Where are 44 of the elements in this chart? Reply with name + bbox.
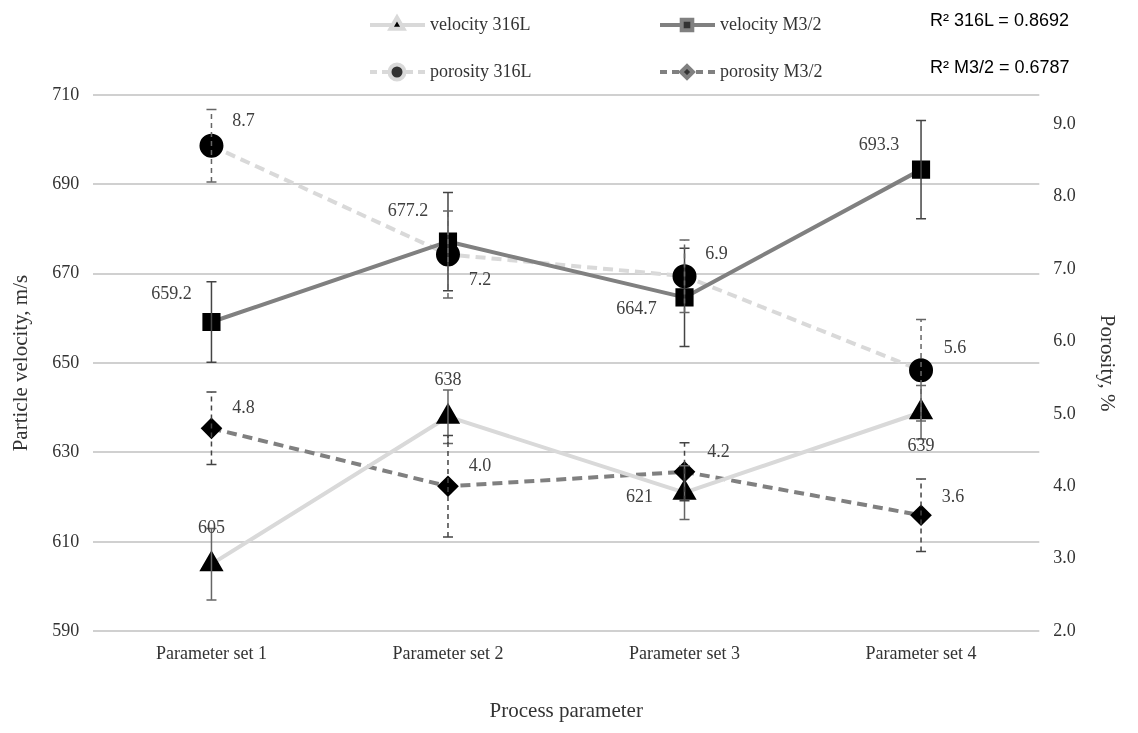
data-label: 5.6 bbox=[943, 337, 967, 358]
y2-tick-label: 7.0 bbox=[1053, 257, 1076, 278]
y2-tick-label: 2.0 bbox=[1053, 619, 1076, 640]
x-axis-title: Process parameter bbox=[489, 697, 643, 722]
legend-label: velocity 316L bbox=[430, 13, 531, 34]
y-tick-label: 650 bbox=[52, 351, 80, 372]
data-label: 4.0 bbox=[468, 455, 492, 476]
data-label: 639 bbox=[907, 434, 935, 455]
y-tick-label: 610 bbox=[52, 530, 80, 551]
text: R² M3/2 = 0.6787 bbox=[930, 56, 1070, 77]
data-label: 659.2 bbox=[151, 282, 192, 303]
x-tick-label: Parameter set 3 bbox=[629, 642, 740, 663]
y-axis-title: Particle velocity, m/s bbox=[8, 274, 33, 452]
data-label: 7.2 bbox=[468, 269, 492, 290]
data-label: 3.6 bbox=[941, 486, 965, 506]
y2-tick-label: 4.0 bbox=[1053, 475, 1076, 496]
legend-label: porosity M3/2 bbox=[720, 60, 823, 81]
y-tick-label: 710 bbox=[52, 83, 80, 104]
y-tick-label: 690 bbox=[52, 173, 80, 194]
data-label: 677.2 bbox=[387, 200, 429, 221]
y2-tick-label: 9.0 bbox=[1053, 112, 1076, 133]
y2-tick-label: 3.0 bbox=[1053, 547, 1076, 568]
data-label: 8.7 bbox=[232, 110, 255, 131]
x-tick-label: Parameter set 4 bbox=[865, 642, 977, 663]
data-label: 4.8 bbox=[232, 397, 255, 418]
y2-tick-label: 6.0 bbox=[1053, 330, 1076, 351]
x-tick-label: Parameter set 1 bbox=[155, 642, 267, 663]
data-label: 693.3 bbox=[858, 134, 900, 155]
data-label: 6.9 bbox=[705, 242, 728, 263]
y2-tick-label: 8.0 bbox=[1053, 185, 1076, 206]
y-tick-label: 670 bbox=[52, 262, 80, 283]
legend-label: porosity 316L bbox=[430, 60, 532, 81]
text: R² 316L = 0.8692 bbox=[930, 9, 1069, 30]
y2-tick-label: 5.0 bbox=[1053, 402, 1076, 423]
data-label: 664.7 bbox=[616, 298, 657, 319]
x-tick-label: Parameter set 2 bbox=[392, 642, 504, 663]
y-tick-label: 590 bbox=[52, 619, 80, 640]
y2-axis-title: Porosity, % bbox=[1095, 314, 1120, 412]
legend-label: velocity M3/2 bbox=[720, 13, 822, 34]
data-label: 638 bbox=[434, 369, 462, 390]
data-label: 605 bbox=[197, 516, 225, 537]
y-tick-label: 630 bbox=[52, 441, 80, 462]
data-label: 621 bbox=[626, 486, 654, 507]
data-label: 4.2 bbox=[707, 440, 730, 461]
